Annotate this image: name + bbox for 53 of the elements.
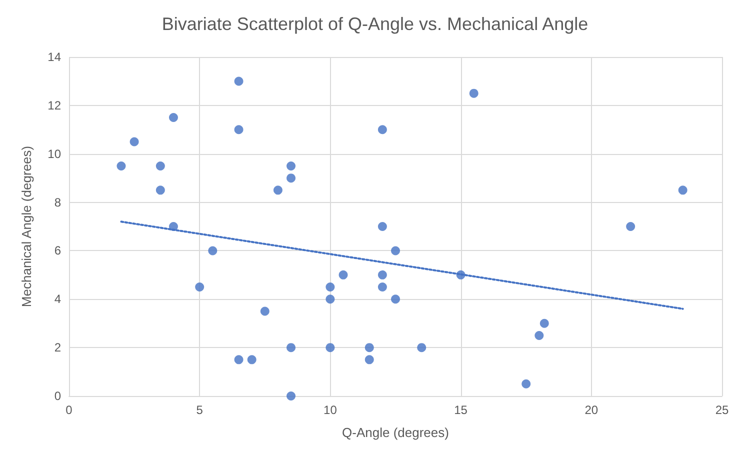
point — [534, 330, 544, 340]
point — [378, 125, 387, 134]
point — [378, 222, 387, 231]
x-tick-label: 25 — [715, 403, 729, 417]
y-tick-label: 8 — [54, 195, 62, 210]
point — [378, 270, 387, 280]
point — [326, 343, 335, 352]
y-tick-label: 10 — [48, 146, 62, 161]
point — [286, 174, 296, 183]
point — [156, 161, 165, 170]
x-tick-label: 10 — [324, 403, 338, 417]
point — [469, 88, 478, 98]
point — [156, 186, 165, 195]
point — [391, 294, 400, 304]
x-axis-title: Q-Angle (degrees) — [342, 425, 449, 440]
point — [195, 282, 204, 292]
y-tick-label: 12 — [48, 98, 62, 112]
y-tick-label: 4 — [54, 292, 62, 306]
point — [417, 343, 426, 352]
point — [364, 355, 374, 364]
point — [326, 294, 335, 304]
point — [286, 392, 296, 400]
point — [247, 355, 256, 364]
point — [391, 246, 400, 256]
point — [364, 343, 374, 352]
point — [338, 270, 348, 280]
point — [234, 355, 244, 364]
point — [234, 125, 244, 134]
y-axis-title: Mechanical Angle (degrees) — [19, 146, 34, 308]
y-tick-label: 2 — [54, 340, 62, 355]
point — [208, 246, 218, 256]
y-tick-label: 0 — [54, 389, 62, 403]
point — [678, 186, 688, 195]
x-tick-label: 5 — [196, 403, 204, 417]
point — [522, 379, 531, 388]
point — [260, 306, 270, 316]
y-tick-label: 14 — [48, 50, 62, 64]
point — [326, 282, 335, 292]
point — [540, 318, 549, 328]
point — [234, 76, 244, 86]
x-tick-label: 0 — [66, 403, 73, 417]
x-tick-label: 15 — [454, 403, 468, 417]
chart-title: Bivariate Scatterplot of Q-Angle vs. Mechanical Angle — [162, 14, 588, 34]
point — [378, 282, 387, 292]
point — [168, 113, 178, 122]
point — [116, 161, 126, 170]
point — [286, 161, 296, 170]
point — [286, 343, 296, 352]
point — [273, 186, 282, 195]
x-tick-label: 20 — [584, 403, 598, 417]
point — [130, 137, 139, 146]
point — [626, 222, 636, 231]
y-tick-label: 6 — [54, 244, 62, 258]
